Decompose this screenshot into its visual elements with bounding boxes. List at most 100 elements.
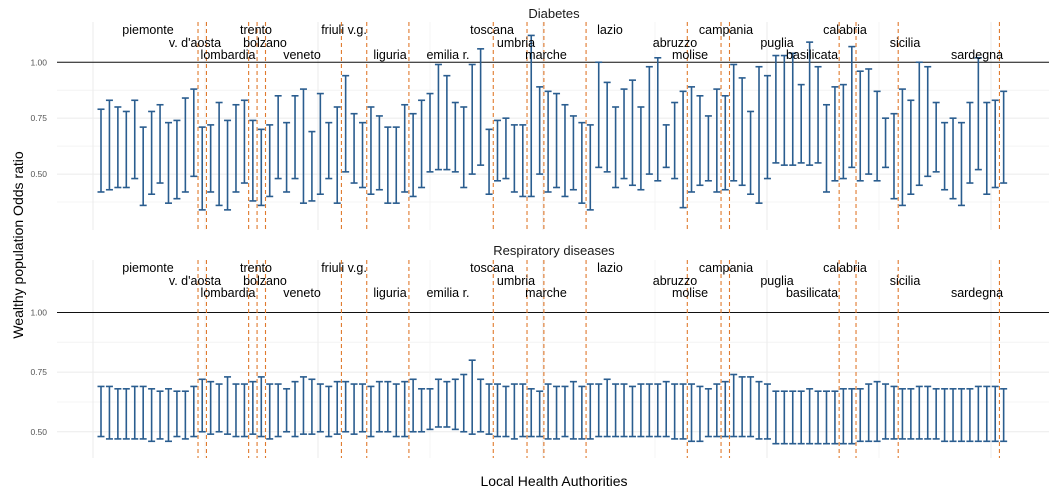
error-bar [814,390,822,445]
error-bar [957,121,965,207]
error-bar [451,101,459,173]
error-bar [519,124,527,198]
region-label: campania [699,261,753,275]
error-bar [730,63,738,182]
error-bar [873,380,881,443]
error-bar [789,390,797,445]
error-bar [291,380,299,438]
error-bar [780,54,788,166]
error-bar [181,97,189,193]
error-bar [308,130,316,202]
region-label: liguria [373,48,406,62]
error-bar [232,383,240,438]
error-bar [164,388,172,443]
error-bar [553,92,561,189]
error-bar [283,388,291,433]
error-bar [502,117,510,180]
error-bar [957,388,965,443]
error-bar [915,385,923,440]
error-bar [738,376,746,438]
error-bar [991,99,999,189]
error-bar [974,56,982,171]
error-bar [873,90,881,182]
error-bar [418,99,426,189]
error-bar [333,380,341,435]
error-bar [477,48,485,166]
y-tick-label: 1.00 [30,307,47,317]
error-bar [316,92,324,196]
panel-title-respiratory: Respiratory diseases [493,243,615,258]
error-bar [544,383,552,440]
error-bar [519,383,527,438]
error-bar [662,124,670,169]
error-bar [949,388,957,443]
error-bar [266,383,274,440]
error-bar [932,101,940,173]
error-bar [747,376,755,438]
error-bar [443,74,451,171]
region-label: sicilia [890,36,921,50]
error-bar [966,101,974,184]
error-bar [164,121,172,204]
region-label: basilicata [786,286,838,300]
error-bar [654,383,662,438]
error-bar [342,74,350,173]
error-bar [359,383,367,433]
error-bar [325,385,333,438]
region-label: puglia [760,36,793,50]
error-bar [772,54,780,164]
error-bar [688,383,696,443]
error-bar [645,65,653,175]
region-label: sardegna [951,48,1003,62]
error-bar [612,383,620,438]
error-bar [434,378,442,428]
error-bar [122,388,130,440]
error-bar [763,74,771,180]
error-bar [595,383,603,438]
error-bar [493,119,501,182]
error-bar [924,385,932,440]
error-bar [586,383,594,440]
error-bar [831,86,839,182]
error-bar [561,103,569,198]
error-bar [713,88,721,193]
error-bar [156,103,164,184]
region-label: emilia r. [426,48,469,62]
region-label: umbria [497,36,535,50]
error-bar [240,383,248,438]
region-label: emilia r. [426,286,469,300]
error-bar [156,390,164,440]
error-bar [426,92,434,173]
error-bar [856,70,864,182]
error-bar [797,390,805,445]
error-bar [713,383,721,438]
error-bar [139,126,147,207]
region-label: trento [240,23,272,37]
error-bar [131,99,139,180]
error-bar [249,380,257,435]
error-bar [747,110,755,196]
error-bar [822,390,830,445]
error-bar [1000,388,1008,443]
error-bar [173,119,181,200]
error-bar [527,34,535,198]
error-bar [1000,90,1008,184]
y-tick-label: 0.75 [30,367,47,377]
region-label: lazio [597,23,623,37]
region-label: friuli v.g. [321,261,367,275]
error-bar [806,388,814,445]
region-label: abruzzo [653,274,698,288]
error-bar [924,65,932,178]
error-bar [367,385,375,438]
error-bar [333,106,341,204]
error-bar [299,376,307,435]
error-bar [359,121,367,189]
error-bar [97,385,105,438]
error-bar [173,390,181,438]
error-bar [105,385,113,440]
y-axis-label: Wealthy population Odds ratio [10,151,26,339]
error-bar [603,378,611,438]
y-tick-label: 0.50 [30,169,47,179]
error-bar [620,88,628,180]
